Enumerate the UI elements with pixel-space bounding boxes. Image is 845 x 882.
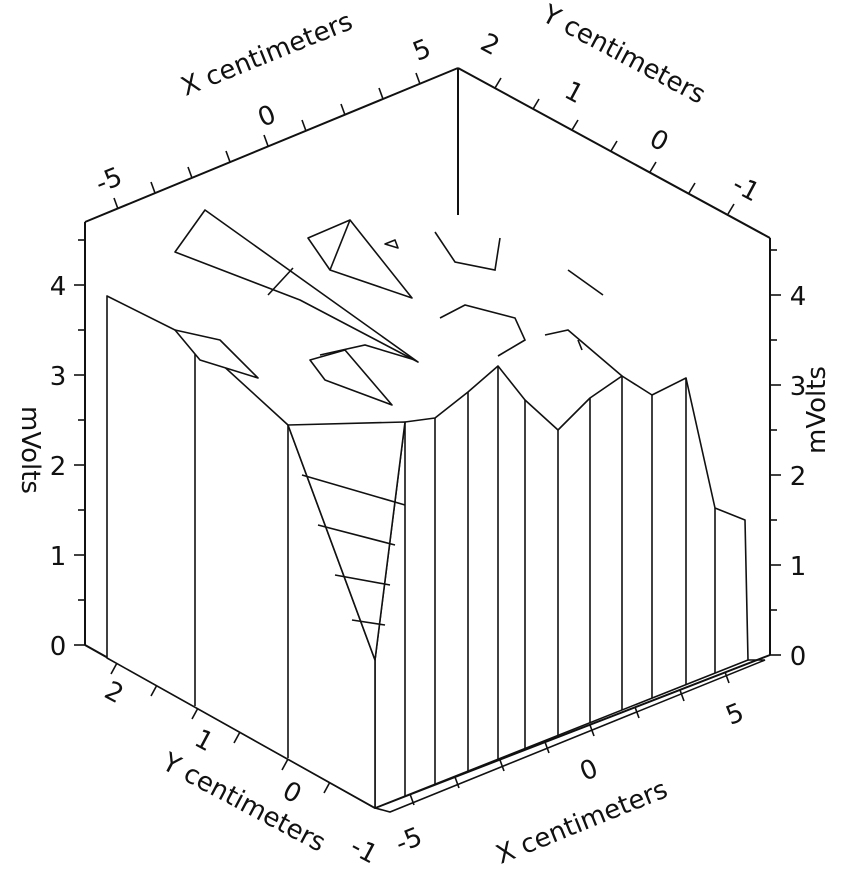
- tick-label-bottom-x-5: 5: [722, 698, 749, 732]
- base-plate-edge: [374, 659, 766, 813]
- tick-label-top-x-neg5: -5: [91, 162, 126, 200]
- axis-title-right-z: mVolts: [802, 366, 832, 454]
- tick-label-bottom-y-0: 0: [277, 776, 306, 810]
- axis-title-bottom-x: X centimeters: [492, 775, 672, 871]
- ridge-long: [174, 209, 419, 363]
- tick-top-y-4: [610, 140, 618, 152]
- tick-top-x-5: [263, 134, 269, 147]
- tick-marks: [74, 72, 781, 806]
- tick-bottom-x-8: [724, 671, 730, 684]
- axis-title-top-x: X centimeters: [177, 7, 357, 103]
- ridge-long-divider: [267, 267, 294, 296]
- tick-label-top-x-5: 5: [409, 34, 436, 68]
- ridge-lower-mid-inner: [319, 344, 416, 361]
- tick-top-y-5: [649, 161, 657, 173]
- tick-top-x-9: [415, 72, 421, 85]
- surface: [106, 209, 766, 813]
- ridge-center-2: [439, 304, 527, 357]
- tick-label-bottom-y-1: 1: [189, 724, 218, 758]
- tick-top-x-6: [301, 119, 307, 132]
- tick-bottom-y-2: [150, 684, 158, 697]
- tick-bottom-x-7: [679, 689, 685, 702]
- left-face-verticals: [194, 340, 289, 758]
- tick-bottom-y-3: [191, 707, 199, 720]
- tick-label-top-y-2: 2: [475, 28, 504, 62]
- tick-label-right-z-4: 4: [790, 282, 807, 312]
- tick-label-left-z-1: 1: [50, 542, 67, 572]
- ridge-right-1: [567, 269, 604, 296]
- tick-label-left-z-4: 4: [50, 272, 67, 302]
- slope-face: [287, 421, 406, 661]
- tick-top-x-1: [113, 197, 119, 210]
- tick-label-top-x-0: 0: [254, 100, 281, 134]
- tick-label-right-z-0: 0: [790, 642, 807, 672]
- ridge-lower-mid: [309, 349, 393, 406]
- tick-top-y-1: [494, 77, 502, 89]
- tick-label-bottom-x-neg5: -5: [391, 822, 426, 860]
- slope-hatch: [301, 474, 406, 506]
- axis-title-left-z: mVolts: [15, 406, 45, 494]
- tick-label-right-z-1: 1: [790, 552, 807, 582]
- tick-label-top-y-0: 0: [644, 124, 673, 158]
- tick-top-y-3: [571, 119, 579, 131]
- tick-bottom-x-2: [454, 776, 460, 789]
- tick-bottom-y-1: [110, 662, 118, 675]
- front-face-verticals: [404, 366, 716, 796]
- tick-label-top-y-neg1: -1: [727, 170, 764, 209]
- tick-bottom-y-5: [281, 758, 289, 771]
- tick-label-bottom-y-2: 2: [99, 676, 128, 710]
- top-right-axis-y: [457, 67, 771, 239]
- tick-bottom-x-3: [499, 759, 505, 772]
- ridge-right-2: [544, 329, 623, 377]
- ridge-mid-1: [307, 219, 413, 299]
- slope-hatch: [317, 524, 396, 546]
- tick-label-left-z-3: 3: [50, 362, 67, 392]
- ridge-mid-1-inner: [329, 219, 351, 271]
- ridge-center-1: [434, 231, 501, 271]
- ridge-small-tip: [384, 239, 399, 249]
- top-surface-fragments: [174, 209, 623, 406]
- ridge-lower-left: [174, 329, 259, 379]
- slope-hatch: [334, 574, 391, 586]
- tick-top-x-8: [378, 87, 384, 100]
- tick-label-left-z-0: 0: [50, 632, 67, 662]
- tick-top-y-7: [727, 203, 735, 215]
- tick-labels: -5 0 5 2 1 0 -1 0 1 2 3 4 0 1 2 3 4 2 1 …: [50, 28, 807, 870]
- tick-label-right-z-3: 3: [790, 372, 807, 402]
- ridge-right-3: [577, 339, 583, 351]
- tick-top-y-6: [688, 182, 696, 194]
- tick-label-top-y-1: 1: [559, 76, 588, 110]
- axis-title-top-y: Y centimeters: [536, 0, 710, 110]
- tick-label-left-z-2: 2: [50, 452, 67, 482]
- tick-top-y-2: [532, 98, 540, 110]
- tick-top-x-2: [150, 181, 156, 194]
- tick-bottom-y-6: [323, 781, 331, 794]
- tick-top-x-3: [187, 166, 193, 179]
- tick-label-bottom-x-0: 0: [576, 754, 603, 788]
- tick-top-x-7: [340, 103, 346, 116]
- tick-top-x-4: [225, 150, 231, 163]
- slope-hatching: [287, 421, 406, 661]
- slope-hatch: [351, 619, 386, 626]
- tick-label-bottom-y-neg1: -1: [345, 832, 382, 871]
- tick-bottom-y-4: [233, 731, 241, 744]
- tick-label-right-z-2: 2: [790, 462, 807, 492]
- top-left-axis-x: [84, 67, 459, 223]
